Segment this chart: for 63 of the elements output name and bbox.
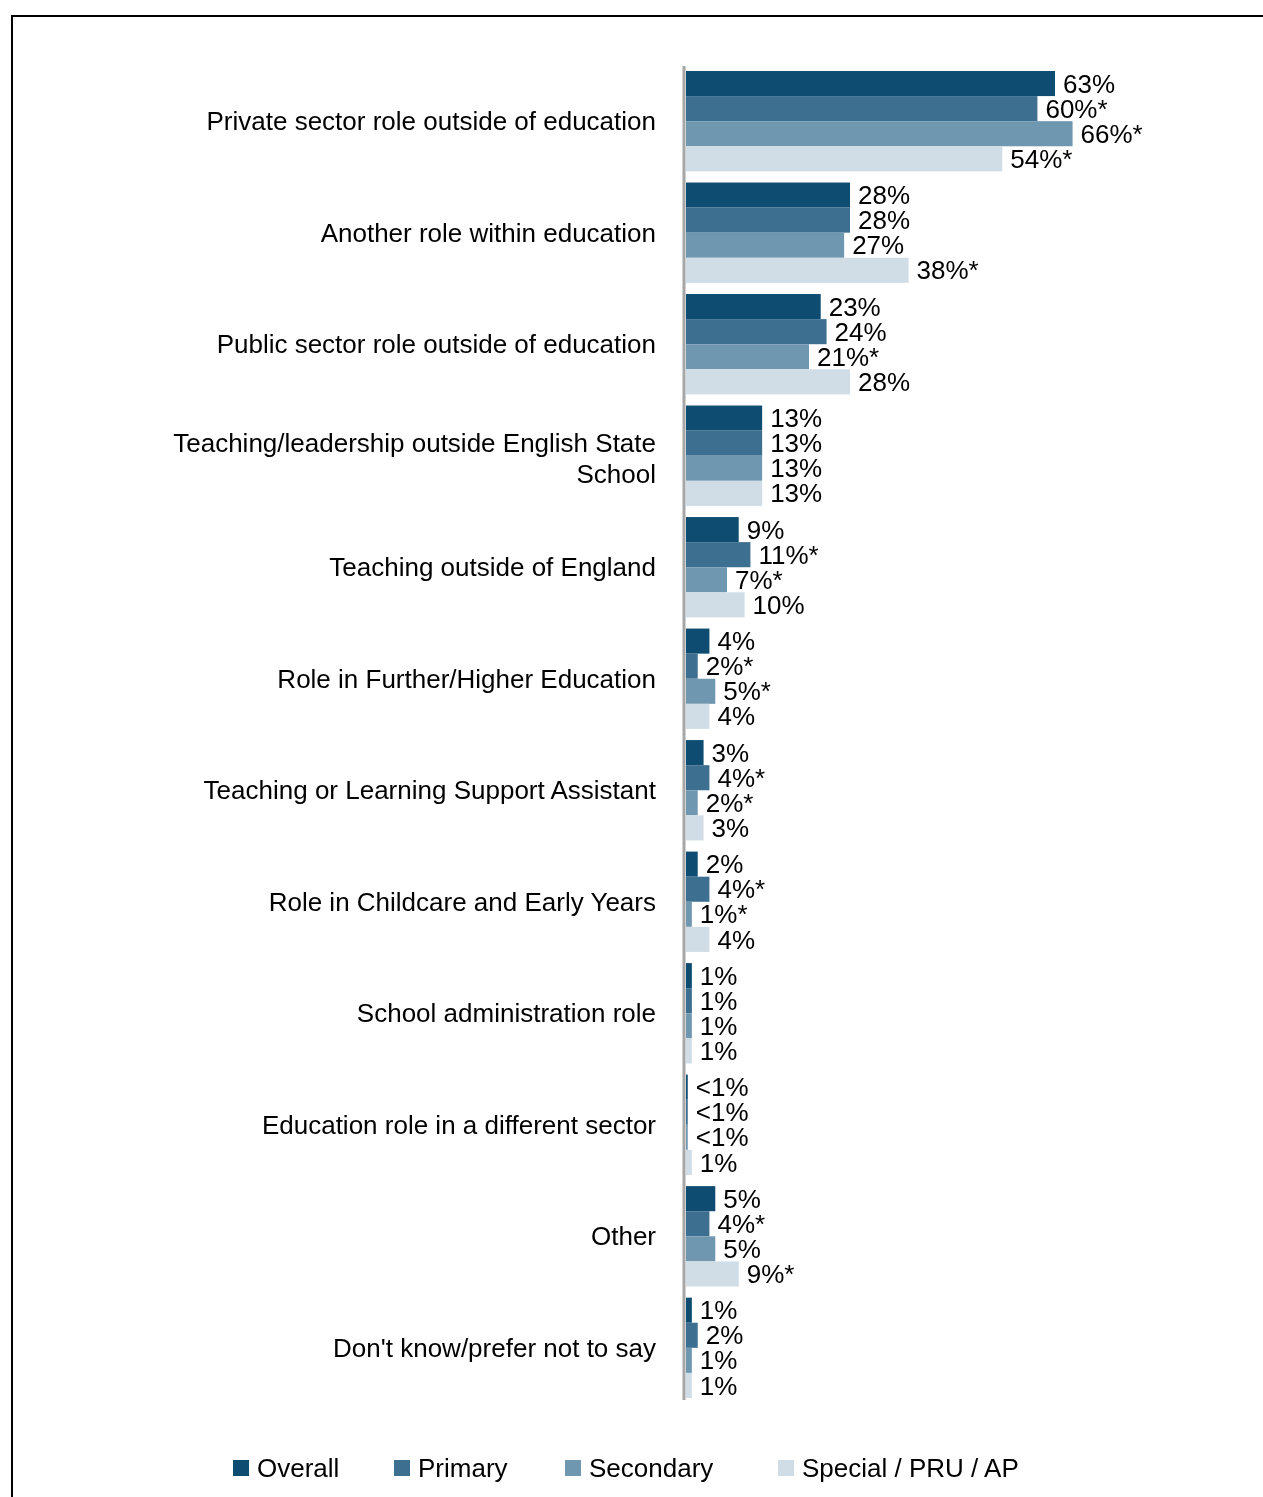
bar <box>686 901 692 927</box>
bar <box>686 121 1073 147</box>
bar <box>686 567 727 593</box>
y-tick-label: Public sector role outside of education <box>216 329 656 360</box>
legend-label: Overall <box>257 1453 340 1484</box>
bar <box>686 678 716 704</box>
bar <box>686 207 850 233</box>
y-tick-label: Role in Further/Higher Education <box>277 663 656 694</box>
bar <box>686 430 763 456</box>
y-tick-label: Another role within education <box>320 217 656 248</box>
bar <box>686 876 710 902</box>
bar <box>686 480 763 506</box>
bar <box>686 319 827 345</box>
bar <box>686 146 1003 172</box>
bar <box>686 455 763 481</box>
bar <box>686 1347 692 1373</box>
y-tick-label: Role in Childcare and Early Years <box>268 886 656 917</box>
bar <box>686 815 704 841</box>
y-tick-label: School administration role <box>356 998 656 1029</box>
bar <box>686 988 692 1014</box>
bar <box>686 517 739 543</box>
bar <box>686 542 751 568</box>
data-label: 38%* <box>916 255 979 286</box>
y-tick-label: Other <box>590 1221 657 1252</box>
bar <box>686 71 1055 97</box>
bar <box>686 294 821 320</box>
bar <box>686 369 850 395</box>
bar <box>686 851 698 877</box>
y-tick-label: Teaching/leadership outside English State School <box>173 427 656 489</box>
bar <box>686 1211 710 1237</box>
data-label: 54%* <box>1010 143 1073 174</box>
bar <box>686 592 745 618</box>
bar <box>686 1297 692 1323</box>
legend-label: Primary <box>418 1453 508 1484</box>
bar <box>686 1322 698 1348</box>
bar <box>686 653 698 679</box>
bar <box>686 1038 692 1064</box>
bar <box>686 1013 692 1039</box>
bar <box>686 703 710 729</box>
legend-label: Secondary <box>589 1453 714 1484</box>
bar <box>686 628 710 654</box>
bar <box>686 405 763 431</box>
bar <box>686 1236 716 1262</box>
y-tick-label: Education role in a different sector <box>261 1109 657 1140</box>
y-tick-label: Private sector role outside of education <box>206 106 656 137</box>
legend-label: Special / PRU / AP <box>802 1453 1019 1484</box>
bar <box>686 765 710 791</box>
bar <box>686 96 1038 122</box>
bar <box>686 257 909 283</box>
bar <box>686 344 809 370</box>
y-tick-label: Teaching or Learning Support Assistant <box>203 775 657 806</box>
y-tick-label: Teaching outside of England <box>329 552 656 583</box>
bar <box>686 182 850 208</box>
bar <box>686 1149 692 1175</box>
bar <box>686 1261 739 1287</box>
bar <box>686 740 704 766</box>
bar <box>686 232 845 258</box>
bar <box>686 926 710 952</box>
bar <box>686 1372 692 1398</box>
y-tick-label: Don't know/prefer not to say <box>333 1332 656 1363</box>
bar <box>686 790 698 816</box>
bar <box>686 1186 716 1212</box>
bar <box>686 963 692 989</box>
